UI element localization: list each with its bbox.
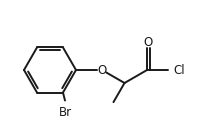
Text: O: O	[97, 63, 107, 76]
Text: O: O	[144, 36, 153, 49]
Text: Br: Br	[58, 106, 71, 119]
Text: Cl: Cl	[173, 63, 185, 76]
